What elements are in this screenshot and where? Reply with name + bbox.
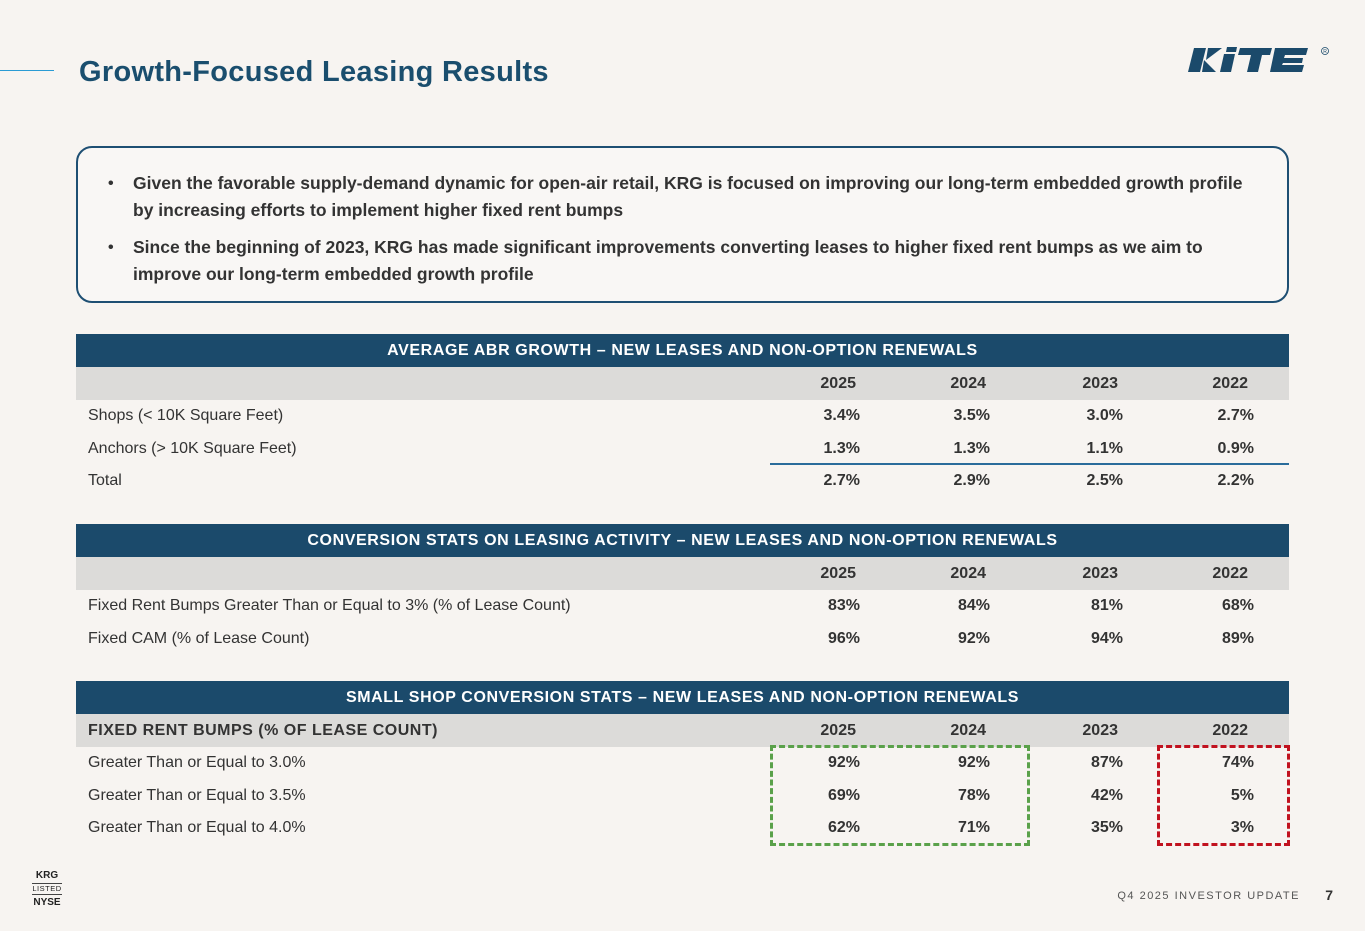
small-shop-conversion-table: SMALL SHOP CONVERSION STATS – NEW LEASES…	[76, 681, 1289, 845]
conversion-stats-table: CONVERSION STATS ON LEASING ACTIVITY – N…	[76, 524, 1289, 655]
svg-text:R: R	[1323, 49, 1327, 55]
nyse-listed-badge: KRG LISTED NYSE	[32, 870, 62, 908]
table-row-total: Total 2.7% 2.9% 2.5% 2.2%	[76, 463, 1289, 498]
table-row: Fixed Rent Bumps Greater Than or Equal t…	[88, 597, 1254, 615]
abr-table-title: AVERAGE ABR GROWTH – NEW LEASES AND NON-…	[76, 334, 1289, 367]
year-header-row: 2025 2024 2023 2022	[76, 367, 1289, 400]
abr-growth-table: AVERAGE ABR GROWTH – NEW LEASES AND NON-…	[76, 334, 1289, 498]
title-accent-line	[0, 70, 54, 71]
year-header-row: 2025 2024 2023 2022	[76, 557, 1289, 590]
kite-logo: R	[1188, 47, 1329, 72]
summary-callout: • Given the favorable supply-demand dyna…	[76, 146, 1289, 303]
callout-bullet: • Given the favorable supply-demand dyna…	[108, 173, 1243, 220]
table-row: Anchors (> 10K Square Feet) 1.3% 1.3% 1.…	[88, 439, 1254, 457]
conversion-table-title: CONVERSION STATS ON LEASING ACTIVITY – N…	[76, 524, 1289, 557]
page-title: Growth-Focused Leasing Results	[79, 56, 549, 88]
table-row: Greater Than or Equal to 3.0% 92% 92% 87…	[88, 754, 1254, 772]
year-header-row: FIXED RENT BUMPS (% OF LEASE COUNT) 2025…	[76, 714, 1289, 747]
footer-report-title: Q4 2025 INVESTOR UPDATE	[1117, 890, 1300, 902]
highlight-green-box	[770, 745, 1030, 846]
page-number: 7	[1325, 887, 1333, 903]
small-shop-table-title: SMALL SHOP CONVERSION STATS – NEW LEASES…	[76, 681, 1289, 714]
kite-logo-mark	[1188, 47, 1308, 72]
table-row: Greater Than or Equal to 4.0% 62% 71% 35…	[88, 819, 1254, 837]
table-row: Fixed CAM (% of Lease Count) 96% 92% 94%…	[88, 629, 1254, 647]
highlight-red-box	[1157, 745, 1290, 846]
callout-bullet: • Since the beginning of 2023, KRG has m…	[108, 237, 1203, 284]
table-row: Greater Than or Equal to 3.5% 69% 78% 42…	[88, 786, 1254, 804]
total-divider	[770, 463, 1289, 465]
table-row: Shops (< 10K Square Feet) 3.4% 3.5% 3.0%…	[88, 407, 1254, 425]
